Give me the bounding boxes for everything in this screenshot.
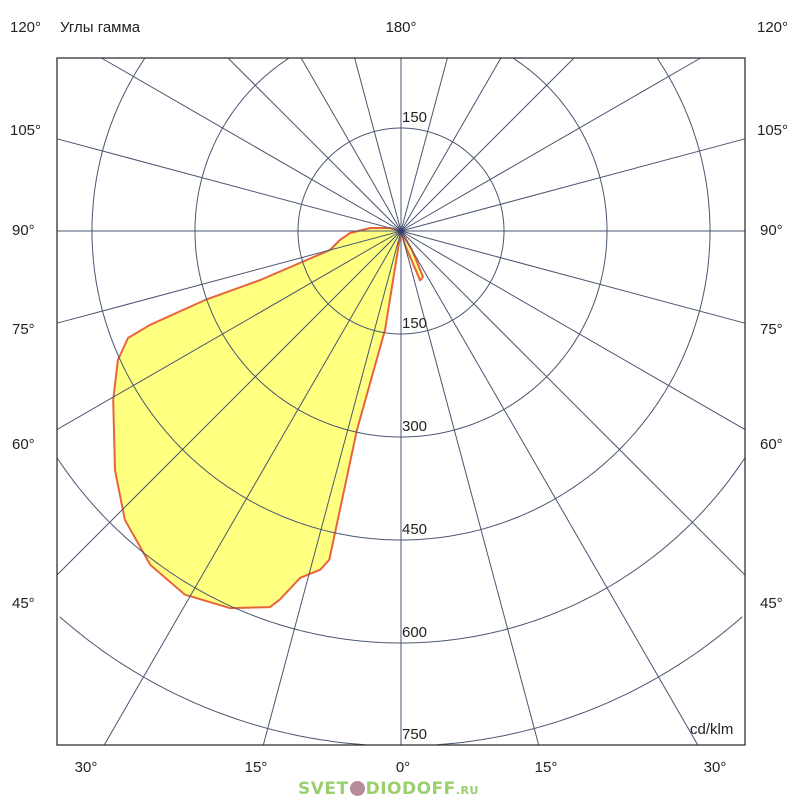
angle-label-bottom-30-right: 30° [703, 759, 727, 776]
grid-ray-240 [400, 57, 701, 232]
grid-ray-210 [400, 57, 502, 232]
grid-ray-330 [400, 230, 699, 746]
angle-label-right-105: 105° [757, 122, 789, 139]
angle-label-left-120: 120° [10, 19, 42, 36]
grid-ray-105 [56, 138, 402, 232]
angle-label-right-90: 90° [760, 222, 783, 239]
grid-ring-750 [59, 616, 743, 746]
chart-title: Углы гамма [60, 19, 141, 36]
grid-ray-165 [354, 57, 402, 232]
angle-label-bottom-30-left: 30° [74, 759, 98, 776]
grid-ray-300 [400, 230, 746, 431]
angle-label-bottom-15-right: 15° [534, 759, 558, 776]
watermark-logo: SVET DIODOFF.RU [298, 780, 479, 800]
radial-label-750: 750 [402, 726, 428, 743]
grid-ray-150 [300, 57, 402, 232]
grid-ray-255 [400, 138, 746, 232]
angle-label-left-105: 105° [10, 122, 42, 139]
grid-ray-345 [400, 230, 540, 746]
angle-label-right-120: 120° [757, 19, 789, 36]
plot-frame [56, 57, 746, 746]
plot-area [56, 57, 746, 746]
angle-label-bottom-15-left: 15° [244, 759, 268, 776]
radial-label-600: 600 [402, 624, 428, 641]
watermark-suffix: .RU [455, 784, 479, 797]
watermark-text: SVET [298, 779, 349, 799]
angle-label-top-180: 180° [385, 19, 417, 36]
watermark-dot-icon [349, 781, 365, 796]
radial-label-450: 450 [402, 521, 428, 538]
angle-label-bottom-0: 0° [395, 759, 411, 776]
angle-label-left-60: 60° [12, 436, 35, 453]
grid-ray-135 [227, 57, 402, 232]
radial-label-300: 300 [402, 418, 428, 435]
radial-label-150: 150 [402, 315, 428, 332]
watermark-text-2: DIODOFF [365, 779, 456, 799]
intensity-curve [112, 227, 424, 610]
angle-label-right-75: 75° [760, 321, 783, 338]
angle-label-right-45: 45° [760, 595, 783, 612]
grid-ray-60 [56, 230, 402, 431]
grid-ray-45 [56, 230, 402, 576]
grid-ring-450 [91, 57, 711, 541]
radial-label-top-150: 150 [402, 109, 428, 126]
grid-ring-300 [194, 57, 608, 438]
grid-ray-30 [103, 230, 402, 746]
angle-label-left-45: 45° [12, 595, 35, 612]
angle-label-left-75: 75° [12, 321, 35, 338]
center-point [398, 228, 404, 234]
grid-ray-225 [400, 57, 575, 232]
grid-ray-195 [400, 57, 448, 232]
angle-label-left-90: 90° [12, 222, 35, 239]
angle-label-right-60: 60° [760, 436, 783, 453]
unit-label: cd/klm [690, 721, 734, 738]
grid-ray-75 [56, 230, 402, 324]
grid-ray-315 [400, 230, 746, 576]
grid-ray-285 [400, 230, 746, 324]
grid-ray-120 [101, 57, 402, 232]
grid-ray-15 [262, 230, 402, 746]
